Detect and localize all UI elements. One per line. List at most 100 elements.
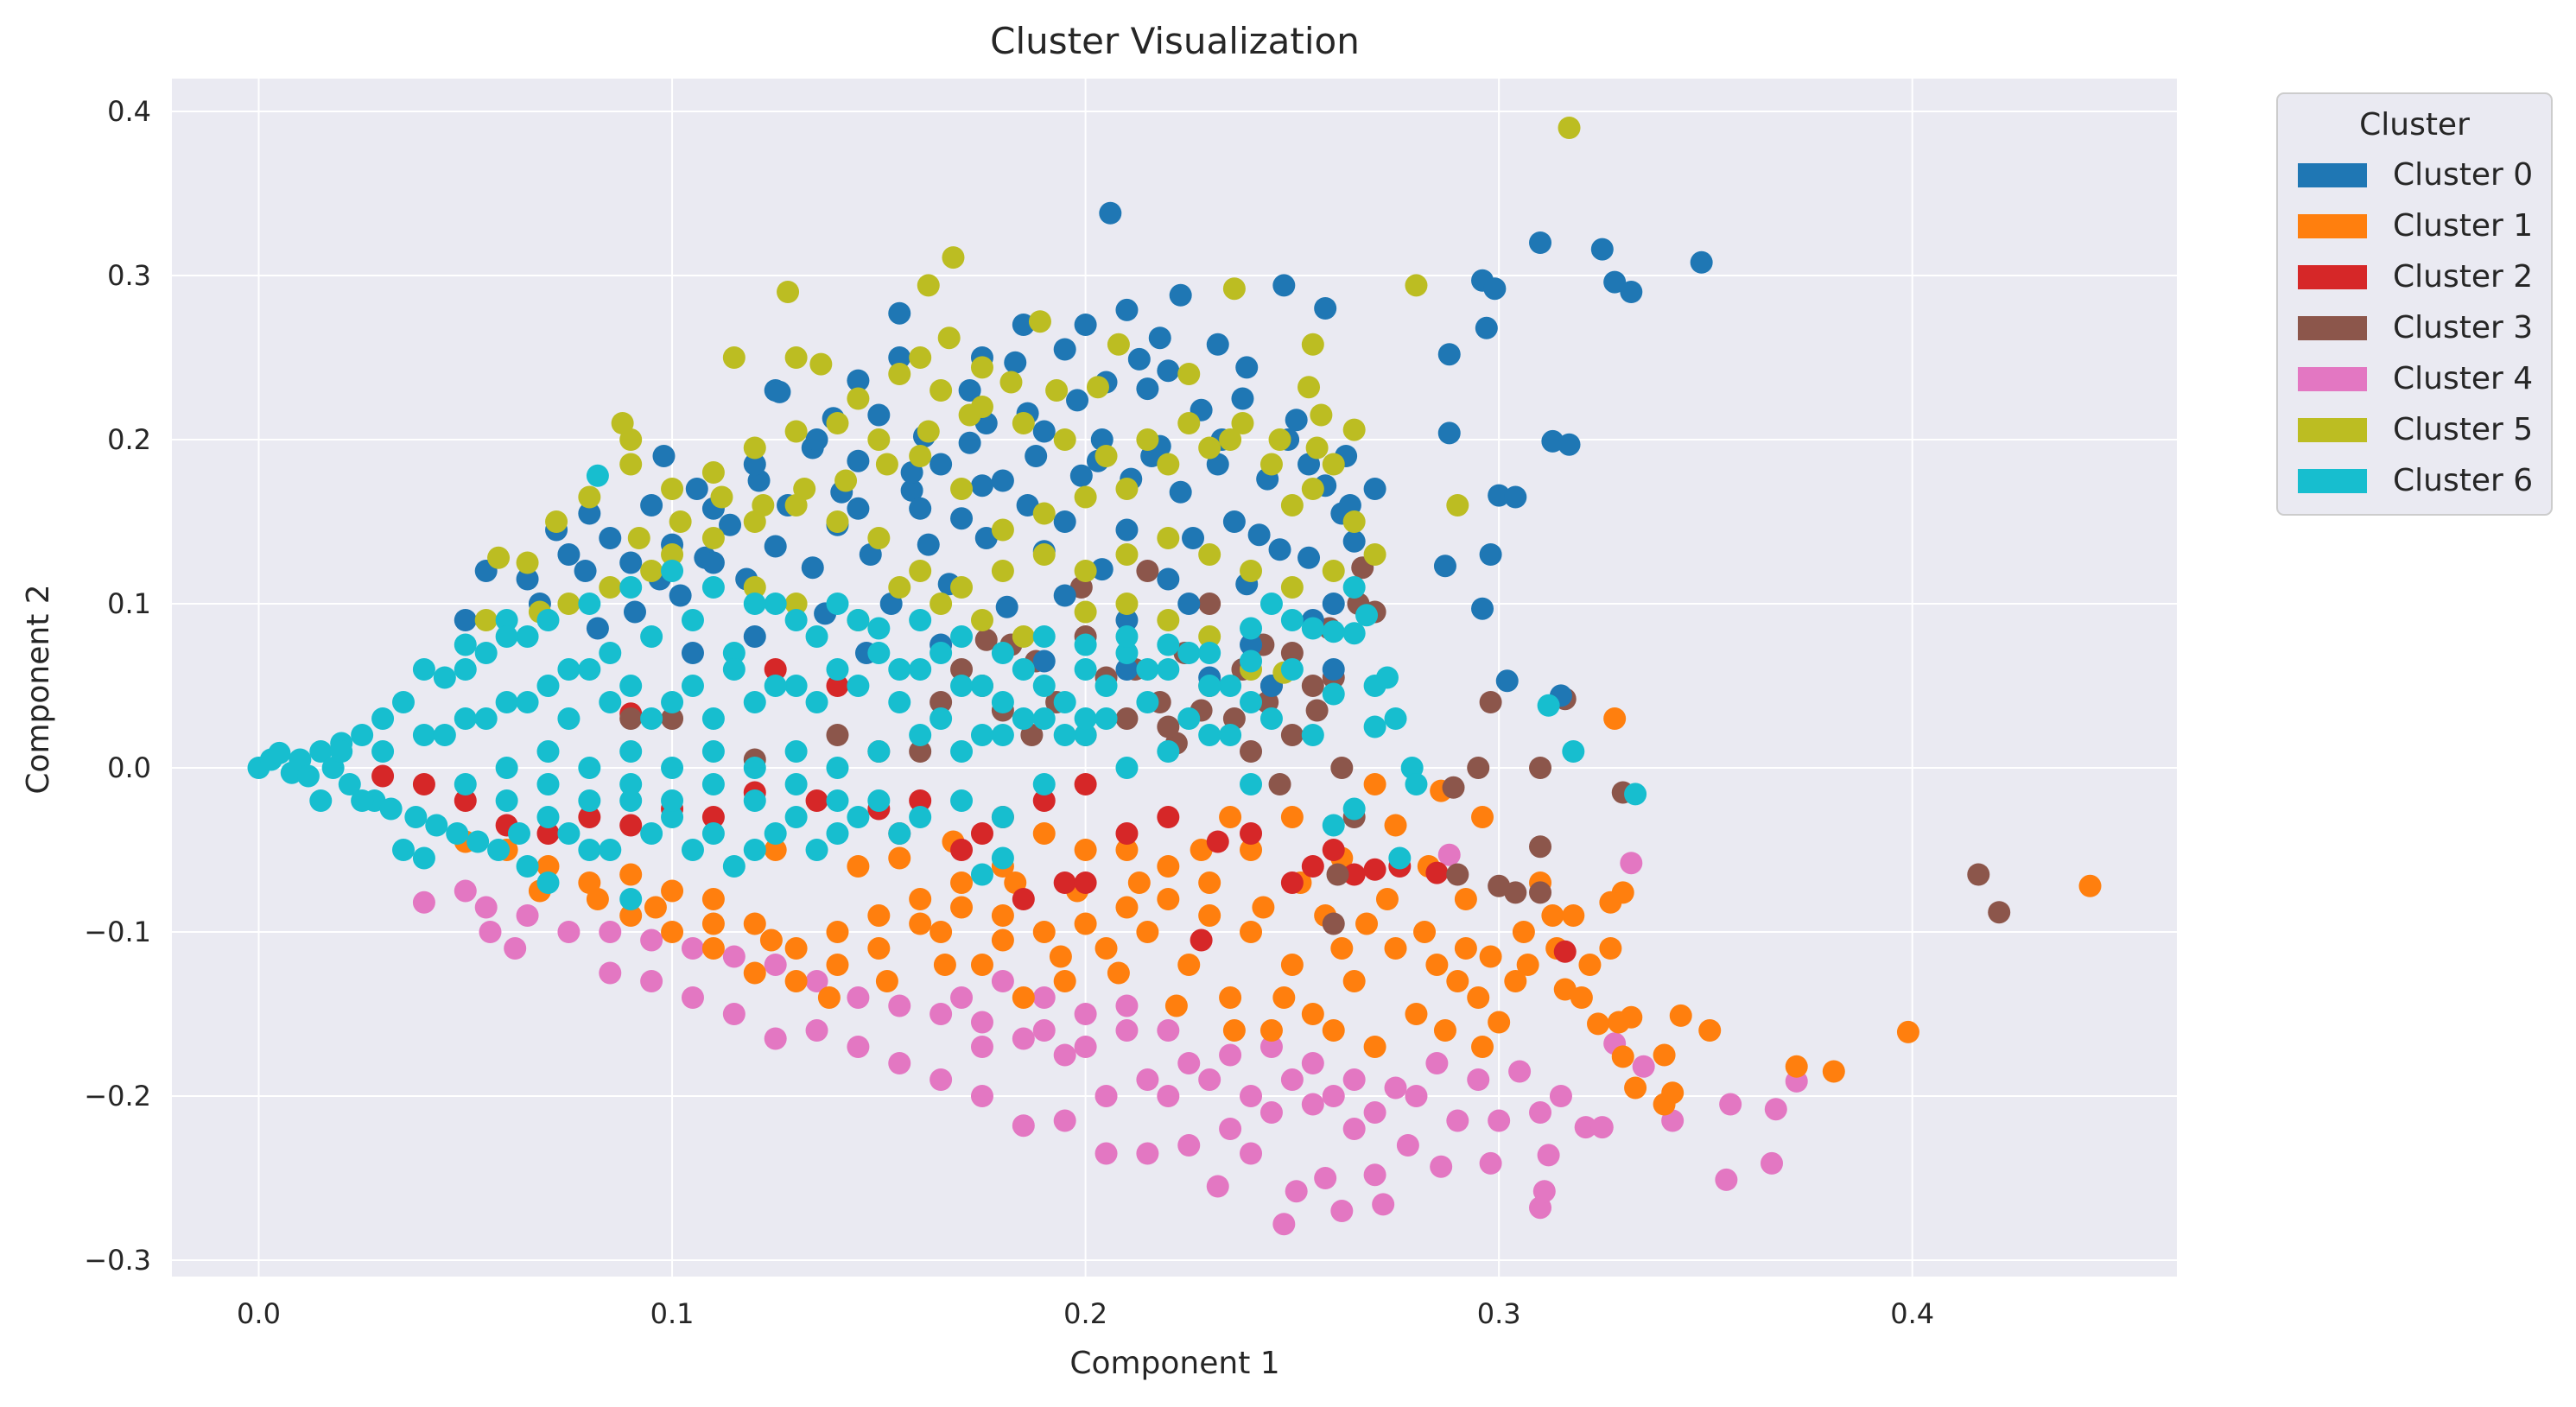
data-point — [412, 658, 435, 681]
data-point — [867, 527, 891, 549]
data-point — [1384, 1076, 1407, 1100]
data-point — [1607, 1011, 1630, 1034]
data-point — [309, 789, 333, 812]
data-point — [412, 773, 435, 795]
data-point — [1240, 691, 1263, 713]
data-point — [1074, 912, 1097, 935]
data-point — [991, 928, 1014, 952]
legend-swatch — [2298, 265, 2367, 289]
data-point — [759, 928, 783, 952]
data-point — [991, 806, 1014, 828]
data-point — [1446, 970, 1469, 992]
data-point — [701, 551, 725, 574]
data-point — [1363, 858, 1386, 881]
data-point — [1164, 994, 1188, 1017]
data-point — [991, 724, 1014, 746]
data-point — [661, 757, 684, 779]
data-point — [930, 642, 953, 664]
data-point — [1467, 1068, 1490, 1091]
data-point — [557, 593, 581, 615]
data-point — [930, 379, 953, 402]
data-point — [1259, 1101, 1283, 1124]
data-point — [764, 954, 787, 976]
data-point — [1363, 1101, 1386, 1124]
data-point — [1375, 666, 1399, 689]
data-point — [578, 658, 601, 681]
data-point — [516, 691, 539, 713]
data-point — [1280, 609, 1304, 631]
data-point — [619, 863, 643, 886]
data-point — [1549, 1085, 1572, 1107]
data-point — [661, 707, 684, 730]
data-point — [1074, 773, 1097, 795]
data-point — [930, 707, 953, 730]
data-point — [338, 773, 361, 795]
data-point — [1053, 510, 1076, 533]
data-point — [1587, 1012, 1610, 1036]
data-point — [536, 855, 560, 878]
data-point — [1177, 412, 1201, 434]
data-point — [619, 675, 643, 697]
data-point — [1301, 675, 1324, 697]
data-point — [1240, 921, 1263, 943]
data-point — [1425, 954, 1449, 976]
data-point — [1252, 896, 1275, 919]
legend-title: Cluster — [2359, 107, 2470, 143]
legend-swatch — [2298, 469, 2367, 493]
data-point — [495, 609, 518, 631]
data-point — [1653, 1043, 1676, 1067]
data-point — [1094, 707, 1118, 730]
data-point — [909, 560, 932, 582]
data-point — [1107, 333, 1130, 356]
data-point — [1012, 1027, 1035, 1050]
data-point — [701, 740, 725, 763]
data-point — [917, 533, 940, 556]
legend-swatch — [2298, 316, 2367, 340]
legend-label: Cluster 6 — [2393, 463, 2533, 498]
data-point — [1157, 715, 1180, 738]
data-point — [1285, 409, 1308, 432]
data-point — [1177, 593, 1201, 615]
data-point — [909, 912, 932, 935]
data-point — [495, 757, 518, 779]
y-tick-label: 0.3 — [107, 259, 151, 292]
data-point — [309, 740, 333, 763]
data-point — [1157, 633, 1180, 656]
data-point — [1355, 912, 1379, 935]
data-point — [1107, 961, 1130, 985]
legend-label: Cluster 3 — [2393, 310, 2533, 345]
data-point — [1231, 387, 1254, 410]
data-point — [1074, 1036, 1097, 1058]
data-point — [1169, 480, 1192, 504]
data-point — [495, 691, 518, 713]
data-point — [909, 740, 932, 763]
data-point — [1198, 642, 1221, 664]
data-point — [412, 890, 435, 914]
data-point — [627, 527, 650, 549]
data-point — [701, 773, 725, 795]
data-point — [784, 675, 808, 697]
data-point — [701, 461, 725, 484]
data-point — [1115, 609, 1139, 631]
data-point — [1032, 625, 1056, 648]
data-point — [1388, 846, 1412, 870]
data-point — [1437, 343, 1461, 366]
data-point — [826, 412, 849, 434]
data-point — [536, 773, 560, 795]
data-point — [1405, 773, 1428, 795]
data-point — [1342, 529, 1366, 553]
data-point — [917, 274, 940, 297]
data-point — [681, 609, 704, 631]
data-point — [888, 576, 911, 599]
data-point — [784, 346, 808, 369]
data-point — [1032, 1019, 1056, 1042]
data-point — [557, 543, 581, 566]
data-point — [268, 741, 291, 764]
data-point — [1177, 363, 1201, 385]
data-point — [1342, 1068, 1366, 1091]
data-point — [1074, 1003, 1097, 1025]
data-point — [1632, 1055, 1655, 1078]
data-point — [586, 464, 609, 487]
data-point — [784, 593, 808, 615]
data-point — [1240, 650, 1263, 673]
